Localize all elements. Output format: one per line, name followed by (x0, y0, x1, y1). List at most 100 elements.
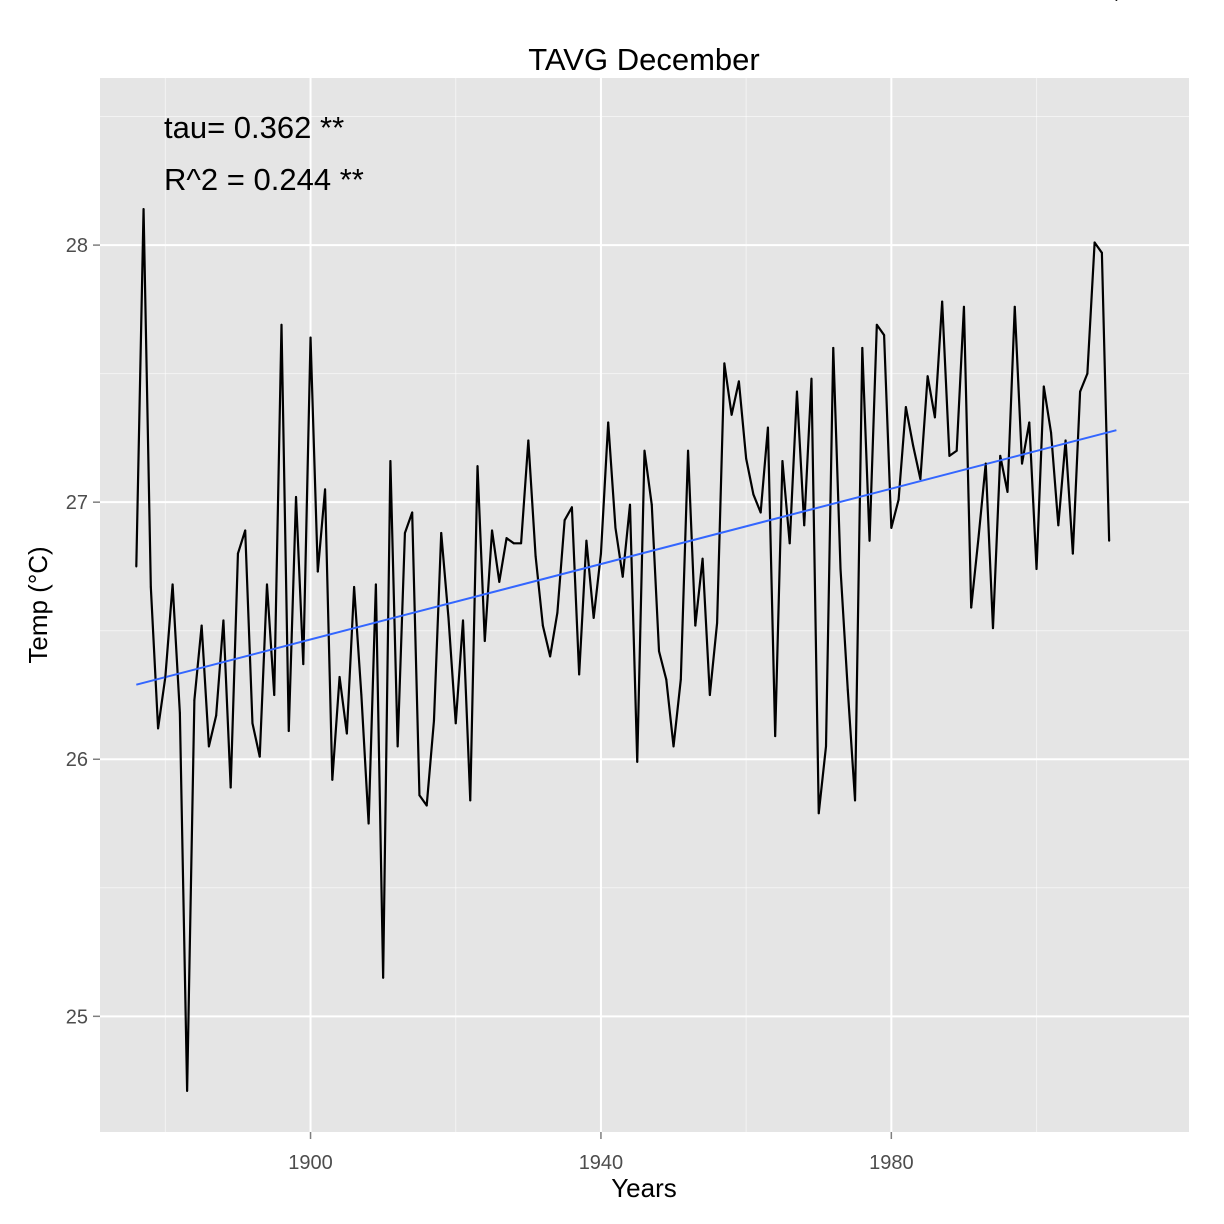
data-point (890, 526, 893, 529)
data-point (447, 616, 450, 619)
data-point (658, 650, 661, 653)
data-point (171, 583, 174, 586)
data-point (839, 568, 842, 571)
data-point (244, 529, 247, 532)
y-axis: 25 26 27 28 (66, 235, 100, 1028)
data-point (149, 586, 152, 589)
data-point (679, 678, 682, 681)
data-point (861, 346, 864, 349)
data-point (752, 493, 755, 496)
data-point (650, 503, 653, 506)
data-point (948, 454, 951, 457)
data-point (643, 449, 646, 452)
data-point (745, 457, 748, 460)
data-point (207, 745, 210, 748)
data-point (1115, 0, 1118, 1)
data-point (215, 714, 218, 717)
data-point (287, 729, 290, 732)
data-point (592, 616, 595, 619)
data-point (687, 449, 690, 452)
data-point (1093, 241, 1096, 244)
r2-annotation: R^2 = 0.244 ** (164, 162, 364, 197)
data-point (1021, 462, 1024, 465)
data-point (563, 519, 566, 522)
data-point (469, 799, 472, 802)
data-point (432, 719, 435, 722)
data-point (541, 624, 544, 627)
data-point (1006, 490, 1009, 493)
data-point (919, 478, 922, 481)
x-axis: 1900 1940 1980 (288, 1132, 914, 1174)
data-point (578, 673, 581, 676)
data-point (999, 454, 1002, 457)
data-point (962, 305, 965, 308)
data-point (302, 663, 305, 666)
data-point (382, 976, 385, 979)
data-point (1071, 552, 1074, 555)
data-point (970, 606, 973, 609)
data-point (534, 555, 537, 558)
data-point (454, 722, 457, 725)
data-point (164, 675, 167, 678)
data-point (832, 346, 835, 349)
data-point (505, 537, 508, 540)
data-point (360, 693, 363, 696)
data-point (556, 611, 559, 614)
data-point (403, 532, 406, 535)
data-point (977, 537, 980, 540)
x-tick-label: 1900 (288, 1152, 333, 1174)
data-point (1100, 251, 1103, 254)
data-point (418, 794, 421, 797)
data-point (476, 465, 479, 468)
data-point (236, 552, 239, 555)
data-point (498, 580, 501, 583)
data-point (374, 583, 377, 586)
data-point (345, 732, 348, 735)
data-point (904, 406, 907, 409)
data-point (193, 699, 196, 702)
data-point (200, 624, 203, 627)
data-point (774, 735, 777, 738)
data-point (854, 799, 857, 802)
data-point (549, 655, 552, 658)
data-point (440, 532, 443, 535)
data-point (178, 711, 181, 714)
x-tick-label: 1940 (579, 1152, 624, 1174)
data-point (926, 375, 929, 378)
data-point (817, 812, 820, 815)
data-point (389, 460, 392, 463)
y-tick-label: 27 (66, 492, 88, 514)
data-point (585, 539, 588, 542)
data-point (694, 624, 697, 627)
data-point (868, 539, 871, 542)
data-point (1057, 524, 1060, 527)
data-point (396, 745, 399, 748)
data-point (701, 557, 704, 560)
data-point (1035, 568, 1038, 571)
data-point (825, 745, 827, 748)
data-point (599, 552, 602, 555)
data-point (135, 565, 138, 568)
tau-annotation: tau= 0.362 ** (164, 110, 344, 145)
data-point (186, 1089, 189, 1092)
data-point (875, 323, 878, 326)
data-point (1013, 305, 1016, 308)
data-point (708, 693, 711, 696)
trend-line (136, 429, 1117, 686)
data-point (251, 722, 254, 725)
data-point (1079, 390, 1082, 393)
data-point (955, 449, 958, 452)
data-point (1028, 421, 1031, 424)
data-point (1042, 385, 1045, 388)
data-point (846, 688, 849, 691)
data-point (338, 675, 341, 678)
data-point (411, 511, 414, 514)
data-point (157, 727, 160, 730)
y-tick-label: 28 (66, 235, 88, 257)
y-tick-label: 25 (66, 1006, 88, 1028)
data-point (781, 460, 784, 463)
data-point (803, 524, 806, 527)
data-point (810, 377, 813, 380)
data-point (316, 570, 319, 573)
